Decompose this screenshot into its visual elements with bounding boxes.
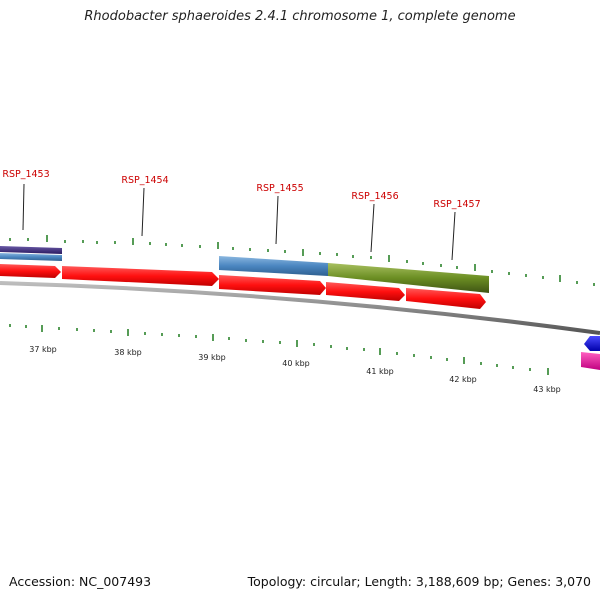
cds-arrow-rsp1457[interactable] bbox=[406, 288, 486, 309]
gene-label-leaders bbox=[22, 183, 456, 261]
scale-label-37kbp: 37 kbp bbox=[29, 345, 57, 354]
scale-label-41kbp: 41 kbp bbox=[366, 367, 394, 376]
topology-summary: Topology: circular; Length: 3,188,609 bp… bbox=[247, 574, 591, 589]
scale-label-43kbp: 43 kbp bbox=[533, 385, 561, 394]
blue-feature-bar[interactable] bbox=[219, 256, 328, 276]
cds-arrow-rsp1454[interactable] bbox=[62, 266, 219, 286]
scale-label-38kbp: 38 kbp bbox=[114, 348, 142, 357]
gene-label-rsp1456[interactable]: RSP_1456 bbox=[351, 191, 398, 202]
cds-arrow-rsp1453[interactable] bbox=[0, 264, 61, 278]
gene-label-rsp1455[interactable]: RSP_1455 bbox=[256, 183, 303, 194]
inner-tick-track bbox=[9, 324, 549, 375]
gene-label-rsp1453[interactable]: RSP_1453 bbox=[2, 169, 49, 180]
magenta-feature-bar[interactable] bbox=[581, 352, 600, 370]
outer-tick-track bbox=[9, 235, 595, 286]
gene-label-rsp1454[interactable]: RSP_1454 bbox=[121, 175, 168, 186]
purple-feature-bar[interactable] bbox=[0, 246, 62, 254]
accession-text: Accession: NC_007493 bbox=[9, 574, 152, 589]
cds-arrow-rsp1455[interactable] bbox=[219, 275, 326, 295]
gene-label-rsp1457[interactable]: RSP_1457 bbox=[433, 199, 480, 210]
chromosome-backbone bbox=[0, 281, 600, 335]
navy-feature-arrow[interactable] bbox=[584, 336, 600, 351]
green-feature-bar[interactable] bbox=[328, 263, 489, 293]
map-title: Rhodobacter sphaeroides 2.4.1 chromosome… bbox=[84, 9, 516, 24]
scale-label-40kbp: 40 kbp bbox=[282, 359, 310, 368]
scale-label-39kbp: 39 kbp bbox=[198, 353, 226, 362]
blue-feature-bar-left[interactable] bbox=[0, 253, 62, 261]
cds-arrow-rsp1456[interactable] bbox=[326, 282, 405, 301]
scale-label-42kbp: 42 kbp bbox=[449, 375, 477, 384]
